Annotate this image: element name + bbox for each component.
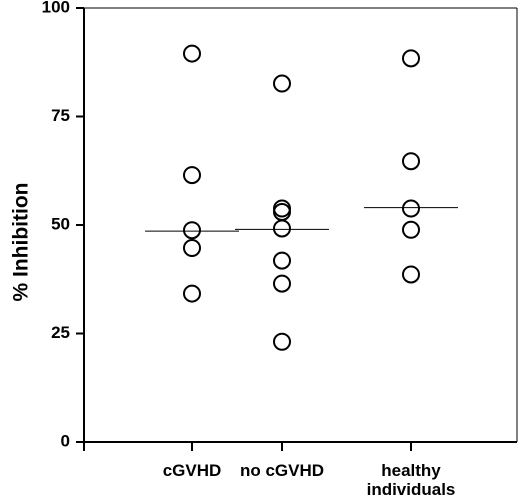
data-point [273, 251, 291, 270]
plot-area: 0 25 50 75 100 cGVHD no cGVHD healthyindividual… [42, 0, 518, 499]
data-point [273, 219, 291, 238]
data-point [183, 44, 201, 63]
data-point [273, 332, 291, 351]
y-axis-label: % Inhibition [10, 183, 33, 302]
y-axis-title: % Inhibition [10, 183, 33, 302]
data-point [273, 202, 291, 221]
y-tick-label: 0 [61, 431, 70, 450]
y-tick-label: 25 [51, 323, 70, 342]
data-point [183, 239, 201, 258]
x-category-label: no cGVHD [240, 461, 324, 480]
x-category-label: healthy [381, 461, 441, 480]
y-tick-label: 100 [42, 0, 70, 16]
data-point [273, 199, 291, 218]
data-point [273, 74, 291, 93]
x-category-label: individuals [367, 480, 456, 499]
data-point [183, 166, 201, 185]
x-category-label: cGVHD [163, 461, 222, 480]
data-point [402, 220, 420, 239]
y-tick-label: 50 [51, 214, 70, 233]
data-point [402, 265, 420, 284]
data-point [402, 199, 420, 218]
data-point [183, 221, 201, 240]
data-point [402, 49, 420, 68]
data-point [183, 284, 201, 303]
data-point [273, 274, 291, 293]
y-tick-label: 75 [51, 106, 70, 125]
data-point [402, 152, 420, 171]
